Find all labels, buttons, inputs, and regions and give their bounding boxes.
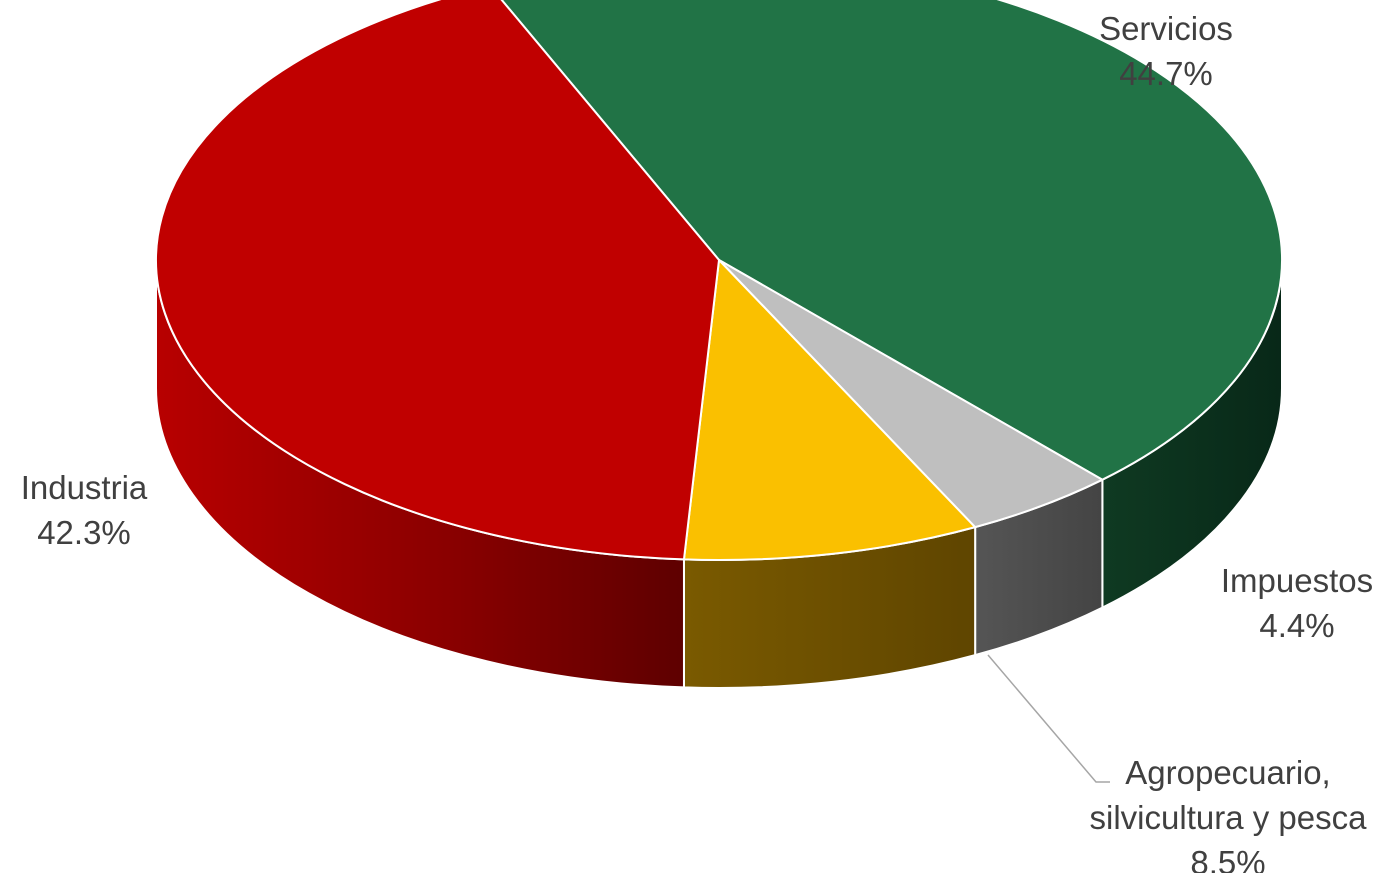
pie-tops <box>155 0 1283 561</box>
pie-slice-industria <box>155 0 720 561</box>
pie-slice-servicios <box>500 0 1283 481</box>
slice-category-label: silvicultura y pesca <box>1090 799 1368 836</box>
slice-value-label: 4.4% <box>1259 607 1334 644</box>
data-labels: Servicios 44.7% Impuestos 4.4% Agropecuario,… <box>21 10 1373 873</box>
slice-value-label: 44.7% <box>1119 55 1213 92</box>
slice-value-label: 8.5% <box>1190 844 1265 873</box>
leader-line-agropecuario <box>987 654 1110 783</box>
pie-slice-agropecuario <box>682 259 977 561</box>
slice-category-label: Agropecuario, <box>1125 754 1330 791</box>
slice-value-label: 42.3% <box>37 514 131 551</box>
leader-lines <box>987 654 1110 783</box>
pie-sides <box>155 259 1283 689</box>
slice-category-label: Impuestos <box>1221 562 1373 599</box>
slice-category-label: Industria <box>21 469 148 506</box>
slice-category-label: Servicios <box>1099 10 1233 47</box>
